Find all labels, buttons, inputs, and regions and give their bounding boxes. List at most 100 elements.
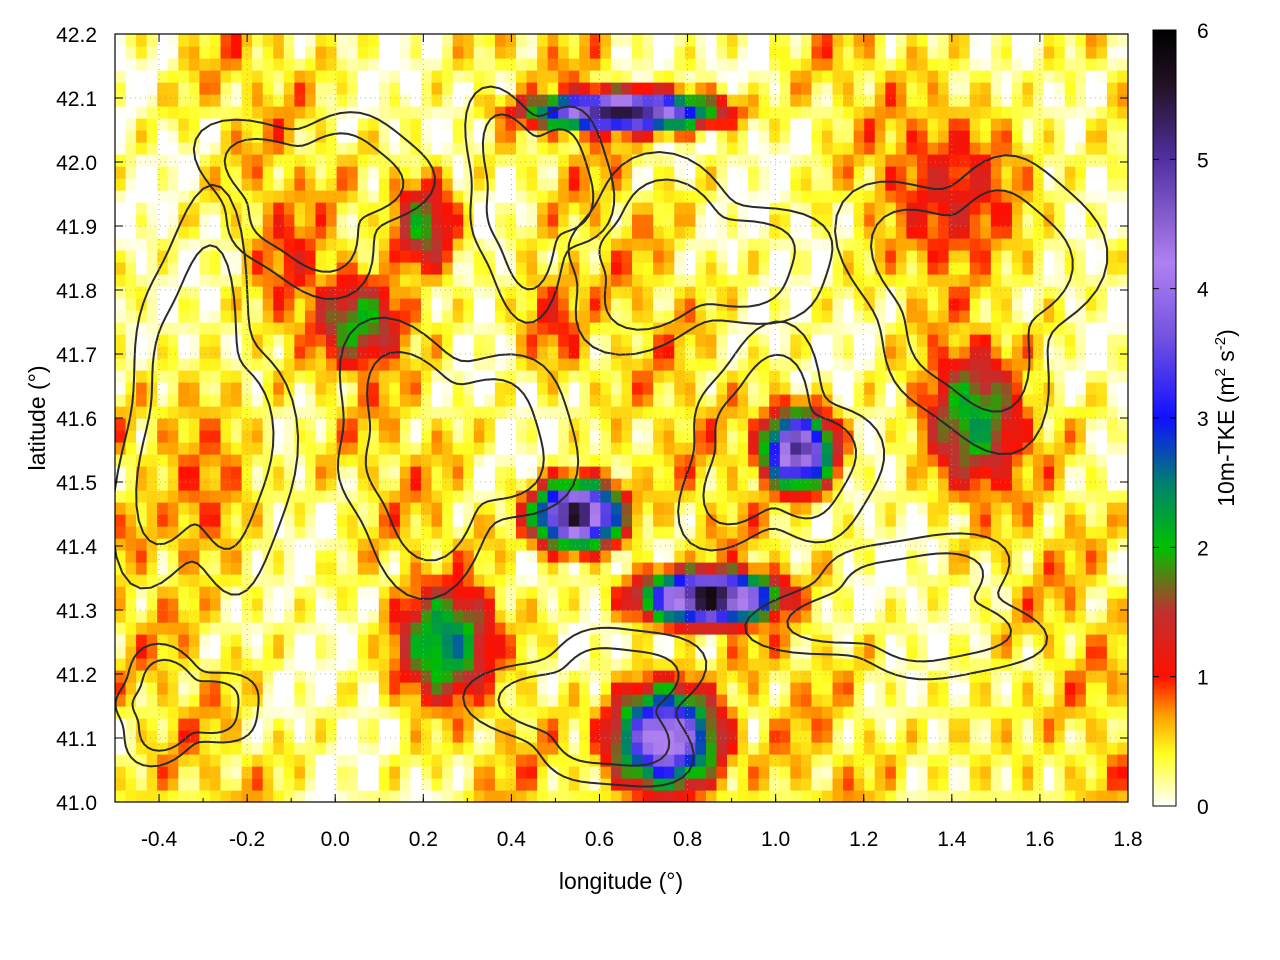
heatmap-cell [843,682,855,695]
heatmap-cell [326,322,338,335]
heatmap-cell [684,790,696,802]
heatmap-cell [136,346,148,359]
heatmap-cell [368,310,380,323]
heatmap-cell [653,298,665,311]
heatmap-cell [1117,526,1128,539]
heatmap-cell [389,334,401,347]
heatmap-cell [1075,226,1087,239]
heatmap-cell [980,718,992,731]
heatmap-cell [684,310,696,323]
heatmap-cell [980,790,992,802]
heatmap-cell [1001,454,1013,467]
heatmap-cell [1033,574,1045,587]
heatmap-cell [790,670,802,683]
heatmap-cell [231,526,243,539]
heatmap-cell [969,286,981,299]
heatmap-cell [674,706,686,719]
heatmap-cell [653,478,665,491]
heatmap-cell [1022,538,1034,551]
heatmap-cell [347,214,359,227]
heatmap-cell [209,202,222,215]
heatmap-cell [800,634,813,647]
heatmap-cell [199,658,211,671]
heatmap-cell [1011,406,1024,419]
heatmap-cell [1075,382,1087,395]
heatmap-cell [368,382,380,395]
heatmap-cell [368,550,380,563]
heatmap-cell [853,346,865,359]
heatmap-cell [304,622,317,635]
heatmap-cell [473,214,485,227]
heatmap-cell [843,574,855,587]
heatmap-cell [1075,514,1087,527]
heatmap-cell [157,622,169,635]
heatmap-cell [568,538,580,551]
heatmap-cell [579,730,591,743]
heatmap-cell [832,598,844,611]
heatmap-cell [642,310,654,323]
heatmap-cell [526,214,538,227]
heatmap-cell [927,586,939,599]
heatmap-cell [421,478,433,491]
heatmap-cell [853,658,865,671]
heatmap-cell [231,394,243,407]
heatmap-cell [1075,274,1087,287]
heatmap-cell [357,250,369,263]
heatmap-cell [642,622,654,635]
heatmap-cell [959,754,971,767]
heatmap-cell [273,754,285,767]
heatmap-cell [821,346,834,359]
heatmap-cell [188,514,201,527]
heatmap-cell [684,382,696,395]
heatmap-cell [157,214,169,227]
heatmap-cell [1085,250,1097,263]
heatmap-cell [864,586,876,599]
heatmap-cell [621,718,633,731]
heatmap-cell [653,490,665,503]
heatmap-cell [399,514,412,527]
heatmap-cell [906,406,918,419]
heatmap-cell [1075,322,1087,335]
heatmap-cell [368,394,380,407]
heatmap-cell [1096,466,1108,479]
heatmap-cell [610,490,623,503]
heatmap-cell [811,334,823,347]
heatmap-cell [199,646,211,659]
heatmap-cell [347,634,359,647]
heatmap-cell [1106,778,1119,791]
heatmap-cell [442,202,454,215]
heatmap-cell [125,286,137,299]
heatmap-cell [1033,718,1045,731]
heatmap-cell [526,622,538,635]
heatmap-cell [399,286,412,299]
heatmap-cell [737,766,749,779]
heatmap-cell [547,322,559,335]
heatmap-cell [727,298,739,311]
heatmap-cell [136,610,148,623]
heatmap-cell [853,178,865,191]
heatmap-cell [895,514,907,527]
heatmap-cell [642,394,654,407]
heatmap-cell [758,586,770,599]
heatmap-cell [790,790,802,802]
heatmap-cell [705,466,718,479]
heatmap-cell [410,682,422,695]
heatmap-cell [399,178,412,191]
heatmap-cell [959,526,971,539]
heatmap-cell [938,790,950,802]
heatmap-cell [621,706,633,719]
heatmap-cell [600,718,612,731]
heatmap-cell [663,574,675,587]
heatmap-cell [695,550,707,563]
heatmap-cell [980,682,992,695]
heatmap-cell [1064,358,1076,371]
heatmap-cell [547,430,559,443]
heatmap-cell [262,766,274,779]
heatmap-cell [431,430,443,443]
heatmap-cell [906,250,918,263]
heatmap-cell [621,790,633,802]
heatmap-cell [779,658,791,671]
heatmap-cell [948,322,960,335]
heatmap-cell [1011,718,1024,731]
heatmap-cell [853,214,865,227]
